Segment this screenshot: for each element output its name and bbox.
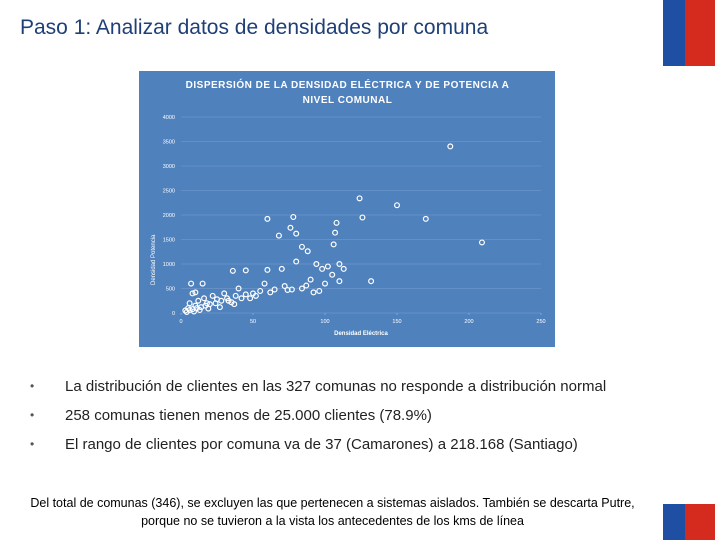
point [478, 239, 485, 246]
point [271, 286, 278, 293]
x-tick-label: 150 [392, 319, 401, 325]
point [278, 265, 285, 272]
y-tick-label: 3500 [163, 140, 175, 146]
point [303, 282, 310, 289]
point [201, 295, 208, 302]
point [422, 215, 429, 222]
y-tick-label: 1500 [163, 238, 175, 244]
point [310, 289, 317, 296]
point [218, 297, 225, 304]
point [290, 213, 297, 220]
point [304, 248, 311, 255]
point [293, 258, 300, 265]
logo-bottom [663, 504, 715, 540]
y-tick-label: 500 [166, 287, 175, 293]
point [252, 292, 259, 299]
y-tick-label: 2500 [163, 189, 175, 195]
point [221, 290, 228, 297]
point [319, 265, 326, 272]
point [267, 289, 274, 296]
point [232, 292, 239, 299]
point [293, 230, 300, 237]
logo-top [663, 0, 715, 66]
x-tick-label: 50 [250, 319, 256, 325]
bullet: La distribución de clientes en las 327 c… [30, 376, 645, 397]
point [313, 261, 320, 268]
footnote: Del total de comunas (346), se excluyen … [30, 496, 635, 528]
slide-title: Paso 1: Analizar datos de densidades por… [20, 16, 489, 39]
point [368, 278, 375, 285]
point [336, 278, 343, 285]
point [275, 232, 282, 239]
point [192, 289, 199, 296]
point [359, 214, 366, 221]
point [332, 229, 339, 236]
point [238, 295, 245, 302]
point [336, 261, 343, 268]
point [316, 287, 323, 294]
point [212, 300, 219, 307]
x-tick-label: 0 [179, 319, 182, 325]
point [394, 202, 401, 209]
y-tick-label: 4000 [163, 115, 175, 121]
point [209, 292, 216, 299]
point [333, 219, 340, 226]
point [189, 290, 196, 297]
bullet: El rango de clientes por comuna va de 37… [30, 434, 645, 455]
y-tick-label: 0 [172, 311, 175, 317]
point [242, 291, 249, 298]
point [199, 280, 206, 287]
point [216, 304, 223, 311]
point [322, 280, 329, 287]
x-tick-label: 200 [464, 319, 473, 325]
point [264, 266, 271, 273]
point [287, 224, 294, 231]
point [242, 267, 249, 274]
x-axis-label: Densidad Eléctrica [334, 331, 388, 337]
point [447, 143, 454, 150]
point [307, 276, 314, 283]
point [329, 271, 336, 278]
point [284, 286, 291, 293]
point [196, 307, 203, 314]
point [298, 285, 305, 292]
y-tick-label: 1000 [163, 262, 175, 268]
point [231, 301, 238, 308]
point [298, 243, 305, 250]
point [264, 215, 271, 222]
point [330, 241, 337, 248]
point [247, 295, 254, 302]
point [186, 300, 193, 307]
point [356, 195, 363, 202]
chart-title: DISPERSIÓN DE LA DENSIDAD ELÉCTRICA Y DE… [185, 80, 510, 106]
point [195, 297, 202, 304]
point [257, 287, 264, 294]
point [190, 308, 197, 315]
bullet: 258 comunas tienen menos de 25.000 clien… [30, 405, 645, 426]
chart-background [139, 71, 555, 347]
point [205, 305, 212, 312]
point [324, 263, 331, 270]
point [229, 267, 236, 274]
chart: Densidad Potencia Densidad Eléctrica 0 50… [139, 71, 555, 347]
point [281, 283, 288, 290]
point [261, 280, 268, 287]
x-tick-label: 250 [536, 319, 545, 325]
y-axis-label: Densidad Potencia [151, 234, 157, 285]
y-tick-label: 2000 [163, 213, 175, 219]
x-tick-label: 100 [320, 319, 329, 325]
point [225, 297, 232, 304]
y-tick-label: 3000 [163, 164, 175, 170]
point [188, 280, 195, 287]
point [235, 285, 242, 292]
bullet-list: La distribución de clientes en las 327 c… [30, 376, 645, 463]
point [340, 265, 347, 272]
